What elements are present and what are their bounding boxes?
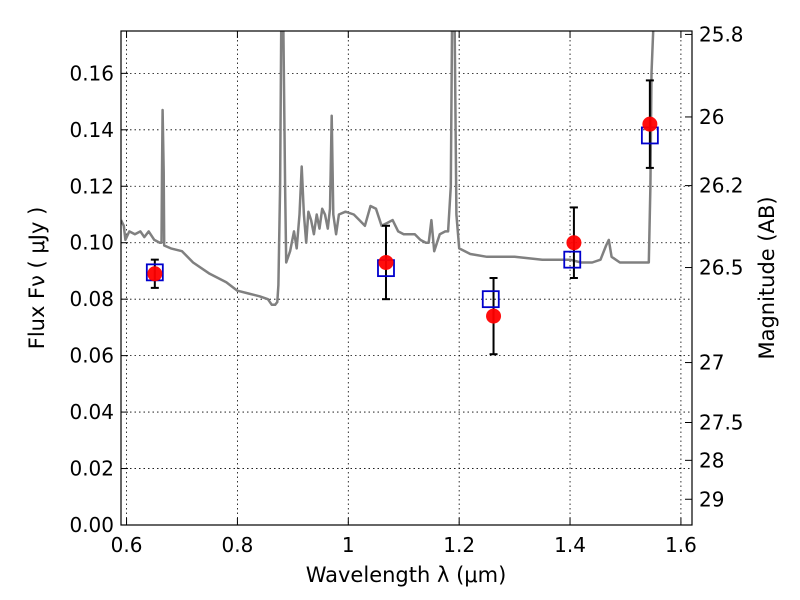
plot-background xyxy=(121,31,692,525)
y2-tick-label: 25.8 xyxy=(699,22,744,46)
y-axis: 0.00 0.02 0.04 0.06 0.08 0.10 0.12 0.14 0.16 xyxy=(69,61,128,537)
observed-photometry-marker xyxy=(642,116,658,132)
y2-tick-label: 27.5 xyxy=(699,411,744,435)
x-tick-label: 0.8 xyxy=(222,533,254,557)
x-tick-label: 1.6 xyxy=(665,533,697,557)
y2-tick-label: 28 xyxy=(699,448,724,472)
y-tick-label: 0.14 xyxy=(69,118,114,142)
y2-axis-label: Magnitude (AB) xyxy=(755,196,779,359)
model-spectrum-layer xyxy=(121,31,655,307)
y2-tick-label: 27 xyxy=(699,351,724,375)
x-axis: 0.6 0.8 1 1.2 1.4 1.6 xyxy=(111,31,697,557)
observed-photometry-marker xyxy=(147,266,163,282)
model-spectrum-line xyxy=(121,31,655,307)
x-tick-label: 1.2 xyxy=(443,533,475,557)
y-tick-label: 0.06 xyxy=(69,344,114,368)
x-tick-label: 0.6 xyxy=(111,533,143,557)
y-tick-label: 0.04 xyxy=(69,400,114,424)
y-tick-label: 0.08 xyxy=(69,287,114,311)
x-tick-label: 1.4 xyxy=(554,533,586,557)
y-tick-label: 0.10 xyxy=(69,231,114,255)
observed-photometry-marker xyxy=(566,235,582,251)
observed-photometry-marker xyxy=(486,308,502,324)
plot-frame xyxy=(120,30,693,526)
y-tick-label: 0.00 xyxy=(69,513,114,537)
y2-tick-label: 26.2 xyxy=(699,174,744,198)
y2-tick-label: 26 xyxy=(699,105,724,129)
y2-tick-label: 29 xyxy=(699,487,724,511)
y2-axis: 25.8 26 26.2 26.5 27 27.5 28 29 xyxy=(685,22,744,511)
observed-photometry-layer xyxy=(147,116,658,324)
model-photometry-marker xyxy=(563,250,582,269)
observed-photometry-marker xyxy=(378,254,394,270)
x-tick-label: 1 xyxy=(342,533,355,557)
y-axis-label: Flux Fν ( μJy ) xyxy=(25,207,49,350)
x-axis-label: Wavelength λ (μm) xyxy=(306,563,507,587)
y-tick-label: 0.02 xyxy=(69,457,114,481)
y-tick-label: 0.16 xyxy=(69,61,114,85)
model-photometry-marker xyxy=(481,290,500,309)
y-tick-label: 0.12 xyxy=(69,174,114,198)
y2-tick-label: 26.5 xyxy=(699,256,744,280)
